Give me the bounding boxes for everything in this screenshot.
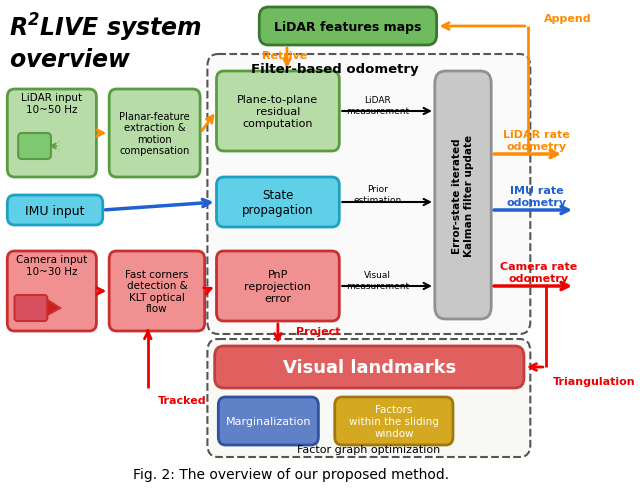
Text: $\bfit{overview}$: $\bfit{overview}$ <box>9 48 132 72</box>
FancyBboxPatch shape <box>335 397 453 445</box>
Text: Factor graph optimization: Factor graph optimization <box>297 444 440 454</box>
Text: Tracked: Tracked <box>158 395 207 405</box>
Polygon shape <box>47 301 60 315</box>
Text: Project: Project <box>296 326 340 336</box>
FancyBboxPatch shape <box>218 397 318 445</box>
FancyBboxPatch shape <box>15 295 47 321</box>
Text: LiDAR
measurement: LiDAR measurement <box>346 96 409 116</box>
Text: Plane-to-plane
residual
computation: Plane-to-plane residual computation <box>237 95 319 128</box>
FancyBboxPatch shape <box>7 90 97 178</box>
FancyBboxPatch shape <box>216 251 339 321</box>
Text: Visual
measurement: Visual measurement <box>346 271 409 290</box>
Text: Prior
estimation: Prior estimation <box>353 185 402 204</box>
FancyBboxPatch shape <box>435 72 492 319</box>
FancyBboxPatch shape <box>18 134 51 160</box>
Text: LiDAR features maps: LiDAR features maps <box>275 20 422 34</box>
Text: State
propagation: State propagation <box>242 189 314 217</box>
FancyBboxPatch shape <box>216 72 339 152</box>
FancyBboxPatch shape <box>207 55 531 334</box>
Text: Retrive: Retrive <box>262 51 307 61</box>
FancyBboxPatch shape <box>109 90 200 178</box>
Text: Append: Append <box>544 14 591 24</box>
Text: LiDAR input
10~50 Hz: LiDAR input 10~50 Hz <box>21 93 83 115</box>
Text: Camera rate
odometry: Camera rate odometry <box>500 262 577 283</box>
Text: Error-state iterated
Kalman filter update: Error-state iterated Kalman filter updat… <box>452 135 474 257</box>
Text: PnP
reprojection
error: PnP reprojection error <box>244 270 311 303</box>
Text: Marginalization: Marginalization <box>225 416 311 426</box>
Text: $\bfit{R}^2\bfit{LIVE}$ system: $\bfit{R}^2\bfit{LIVE}$ system <box>9 12 202 44</box>
FancyBboxPatch shape <box>216 178 339 227</box>
Text: Fig. 2: The overview of our proposed method.: Fig. 2: The overview of our proposed met… <box>133 467 449 481</box>
FancyBboxPatch shape <box>7 251 97 331</box>
FancyBboxPatch shape <box>207 339 531 457</box>
Text: IMU rate
odometry: IMU rate odometry <box>507 186 567 207</box>
Text: Camera input
10~30 Hz: Camera input 10~30 Hz <box>16 255 88 276</box>
FancyBboxPatch shape <box>214 346 524 388</box>
Text: Planar-feature
extraction &
motion
compensation: Planar-feature extraction & motion compe… <box>119 111 190 156</box>
Text: Visual landmarks: Visual landmarks <box>283 358 456 376</box>
FancyBboxPatch shape <box>259 8 436 46</box>
Text: Triangulation: Triangulation <box>553 376 636 386</box>
FancyBboxPatch shape <box>109 251 205 331</box>
Text: LiDAR rate
odometry: LiDAR rate odometry <box>503 130 570 151</box>
Text: IMU input: IMU input <box>26 204 84 217</box>
FancyBboxPatch shape <box>7 196 103 225</box>
Text: Filter-based odometry: Filter-based odometry <box>251 62 419 75</box>
Text: Fast corners
detection &
KLT optical
flow: Fast corners detection & KLT optical flo… <box>125 269 189 314</box>
Text: Factors
within the sliding
window: Factors within the sliding window <box>349 405 439 438</box>
